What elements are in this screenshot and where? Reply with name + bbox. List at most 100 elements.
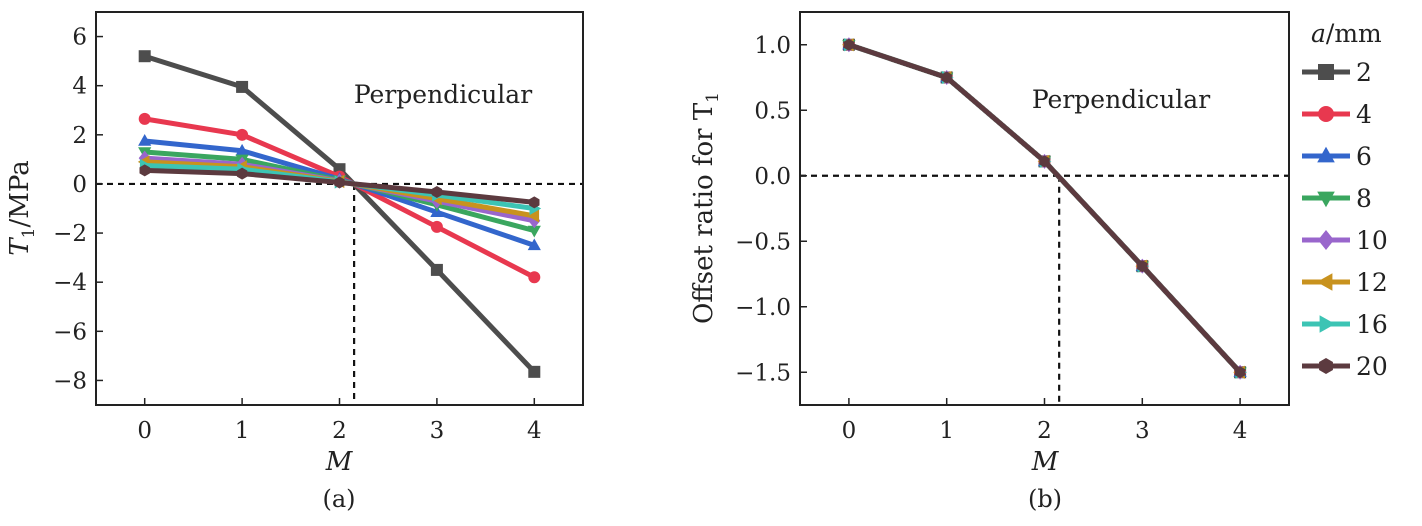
panel-b-caption: (b): [1028, 485, 1062, 513]
panel-a-y-axis-label: T1/MPa: [5, 160, 39, 255]
legend-item-4: 4: [1302, 100, 1372, 129]
panel-b-y-tick-label: 0.5: [754, 98, 791, 124]
legend-item-12: 12: [1302, 268, 1388, 297]
panel-b-annotation: Perpendicular: [1032, 85, 1210, 114]
panel-a-series: [137, 50, 542, 378]
panel-a-series-6: [138, 134, 541, 251]
panel-a-series-12-point: [527, 209, 540, 223]
panel-a-series-20-point: [236, 167, 248, 180]
panel-a-caption: (a): [322, 485, 355, 513]
panel-a-series-4-point: [138, 112, 151, 125]
legend-item-2: 2: [1302, 58, 1372, 87]
panel-a-x-axis-label: M: [325, 447, 354, 477]
panel-a-series-20-point: [431, 186, 443, 199]
panel-a-x-tick-label: 4: [527, 418, 542, 444]
legend-marker: [1318, 106, 1334, 122]
panel-b-y-tick-label: −1.0: [735, 295, 791, 321]
panel-b-y-label-main: Offset ratio for T: [689, 102, 719, 324]
panel-b-series-20-point: [1234, 366, 1246, 379]
panel-a-series-20: [139, 164, 540, 209]
panel-b-series-20-point: [1137, 260, 1148, 273]
legend-label: 20: [1356, 352, 1388, 381]
legend-marker: [1317, 191, 1335, 208]
legend-marker: [1318, 64, 1334, 80]
legend-label: 6: [1356, 142, 1372, 171]
panel-b-x-tick-label: 2: [1037, 418, 1052, 444]
legend-marker: [1319, 315, 1336, 333]
panel-b-y-tick-label: −1.5: [735, 360, 791, 386]
panel-b-series-20-point: [843, 38, 855, 51]
legend-item-6: 6: [1302, 142, 1372, 171]
panel-b-y-tick-label: 1.0: [754, 33, 791, 59]
panel-a-x-tick-label: 1: [235, 418, 250, 444]
panel-a-x-tick-label: 3: [430, 418, 445, 444]
panel-a-y-label-unit: /MPa: [5, 160, 35, 227]
panel-a-series-2: [138, 50, 541, 378]
panel-a-y-tick-label: 0: [72, 172, 87, 198]
panel-a-series-2-point: [430, 263, 443, 276]
panel-a-series-4-point: [430, 220, 443, 233]
legend-item-20: 20: [1302, 352, 1388, 381]
panel-a-x-tick-label: 0: [137, 418, 152, 444]
panel-a-y-tick-label: −2: [53, 221, 87, 247]
panel-a-annotation: Perpendicular: [354, 80, 532, 109]
panel-a-series-2-point: [236, 80, 249, 93]
panel-a-series-20-point: [334, 176, 345, 189]
legend-item-16: 16: [1302, 310, 1388, 339]
panel-a-series-8-point: [527, 225, 541, 238]
legend-item-8: 8: [1302, 184, 1372, 213]
legend-marker: [1319, 358, 1333, 374]
panel-a-x-tick-label: 2: [332, 418, 347, 444]
legend-marker: [1316, 273, 1333, 291]
panel-a-series-4-point: [236, 128, 249, 141]
panel-a-y-tick-label: −4: [53, 270, 87, 296]
panel-a-y-tick-label: 6: [72, 25, 87, 51]
panel-a-series-4-point: [528, 271, 541, 284]
legend-label: 10: [1356, 226, 1388, 255]
panel-a-series-2-point: [138, 50, 151, 63]
panel-a-y-label-sub: 1: [19, 228, 39, 239]
panel-b-ticks: 0 1 2 3 4 −1.5 −1.0 −0.5 0.0 0.5 1.0: [735, 33, 1247, 444]
legend-marker: [1317, 146, 1335, 163]
panel-a-y-tick-label: 4: [72, 74, 87, 100]
panel-b-x-tick-label: 1: [939, 418, 954, 444]
legend-label: 2: [1356, 58, 1372, 87]
panel-a-series-20-point: [139, 164, 150, 177]
panel-a-ticks: 0 1 2 3 4 −8 −6 −4 −2 0 2 4 6: [53, 25, 542, 444]
panel-b-series-20-point: [941, 71, 952, 84]
panel-a-series-6-point: [138, 134, 152, 146]
panel-a-series-2-point: [528, 365, 541, 378]
panel-b-y-tick-label: 0.0: [754, 164, 791, 190]
legend-title: a/mm: [1311, 19, 1382, 48]
legend-label: 12: [1356, 268, 1388, 297]
panel-b-x-tick-label: 3: [1135, 418, 1150, 444]
panel-a-series-6-point: [235, 143, 249, 156]
panel-a-y-label-main: T: [5, 237, 35, 256]
legend-label: 4: [1356, 100, 1372, 129]
panel-b-series-20-point: [1039, 155, 1050, 168]
legend-title-unit: /mm: [1326, 19, 1382, 48]
panel-a-y-tick-label: −6: [53, 319, 87, 345]
panel-b-y-label-sub: 1: [703, 92, 723, 103]
legend-marker: [1318, 230, 1334, 250]
legend-items: 2 4 6 8 10 12 16 20: [1302, 58, 1388, 381]
panel-b-y-axis-label: Offset ratio for T1: [689, 92, 723, 324]
legend-item-10: 10: [1302, 226, 1388, 255]
panel-b-y-tick-label: −0.5: [735, 229, 791, 255]
legend-label: 8: [1356, 184, 1372, 213]
legend-title-var: a: [1311, 19, 1326, 48]
panel-a-series-6-point: [527, 238, 541, 251]
panel-b-x-tick-label: 0: [842, 418, 857, 444]
legend: a/mm 2 4 6 8 10 12 16 20: [1302, 19, 1388, 381]
panel-b-x-tick-label: 4: [1233, 418, 1248, 444]
panel-b-series-20: [843, 38, 1246, 379]
legend-label: 16: [1356, 310, 1388, 339]
panel-b: 0 1 2 3 4 −1.5 −1.0 −0.5 0.0 0.5 1.0 Perpendicular…: [689, 11, 1290, 513]
panel-b-reference-lines: [800, 174, 1289, 405]
panel-b-series: [842, 37, 1247, 380]
panel-a-y-tick-label: −8: [53, 368, 87, 394]
panel-a-y-tick-label: 2: [72, 123, 87, 149]
panel-a-series-20-point: [529, 196, 540, 209]
